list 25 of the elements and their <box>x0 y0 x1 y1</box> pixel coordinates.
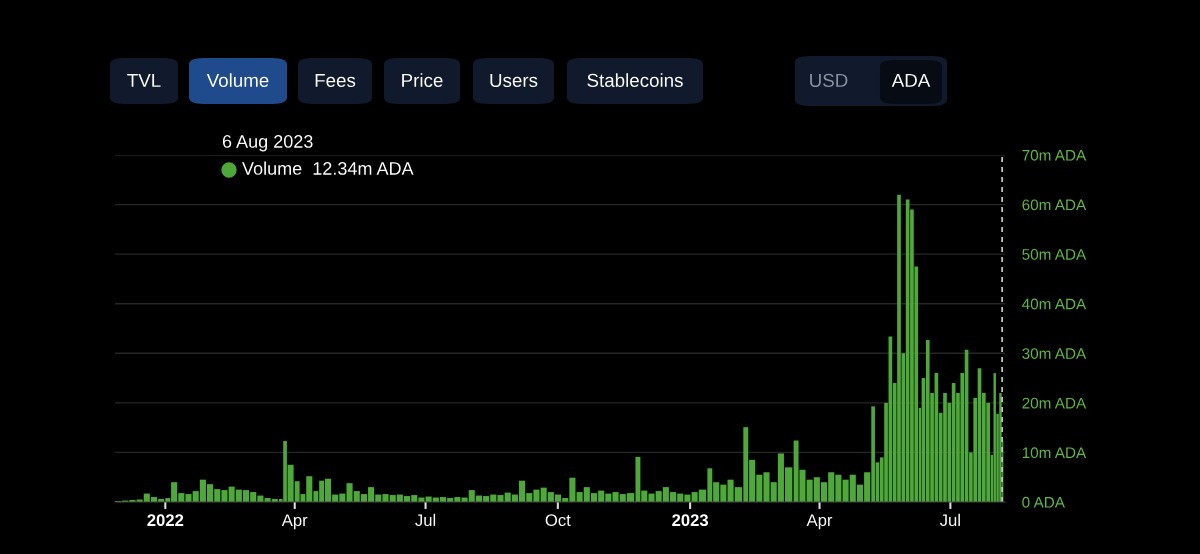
x-tick-label: Jul <box>939 513 960 527</box>
text: Users <box>490 73 538 88</box>
y-tick-label: 10m ADA <box>1022 447 1087 459</box>
x-tick-label: Apr <box>806 514 833 530</box>
y-tick-label: 30m ADA <box>1022 348 1087 359</box>
text: TVL <box>127 73 161 87</box>
text: ADA <box>891 73 931 87</box>
text: Price <box>402 73 443 88</box>
text: USD <box>810 73 848 88</box>
x-tick-label: Jul <box>415 513 436 527</box>
annotation: Volume 12.34m ADA <box>242 161 414 175</box>
y-tick-label: 20m ADA <box>1022 397 1087 409</box>
y-tick-label: 50m ADA <box>1022 249 1087 260</box>
x-tick-label: 2023 <box>672 514 709 527</box>
text: Fees <box>315 73 356 88</box>
text: Stablecoins <box>587 73 683 88</box>
y-tick-label: 70m ADA <box>1022 149 1087 161</box>
x-tick-label: Oct <box>545 514 571 527</box>
y-tick-label: 40m ADA <box>1022 298 1087 310</box>
text: Volume <box>206 73 269 88</box>
y-tick-label: 60m ADA <box>1022 199 1087 211</box>
x-tick-label: Apr <box>281 514 308 530</box>
x-tick-label: 2022 <box>147 514 184 527</box>
text: 6 Aug 2023 <box>222 135 313 152</box>
y-tick-label: 0 ADA <box>1022 496 1065 508</box>
